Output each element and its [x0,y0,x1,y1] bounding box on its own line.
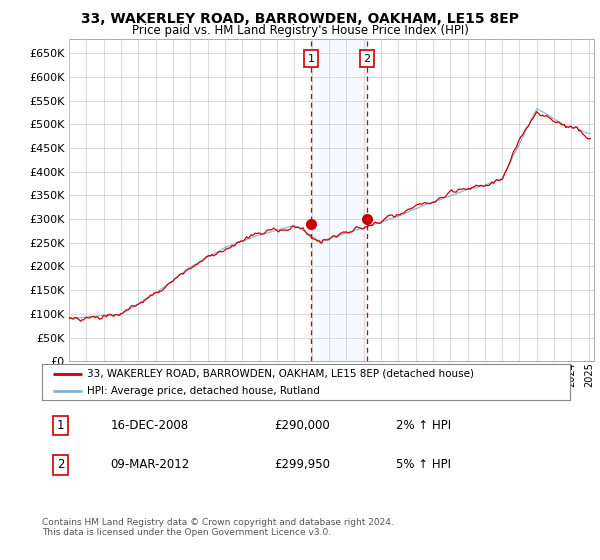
Text: 09-MAR-2012: 09-MAR-2012 [110,458,190,472]
Text: £290,000: £290,000 [274,419,330,432]
Text: Contains HM Land Registry data © Crown copyright and database right 2024.
This d: Contains HM Land Registry data © Crown c… [42,518,394,538]
Text: HPI: Average price, detached house, Rutland: HPI: Average price, detached house, Rutl… [87,386,320,396]
Text: 33, WAKERLEY ROAD, BARROWDEN, OAKHAM, LE15 8EP (detached house): 33, WAKERLEY ROAD, BARROWDEN, OAKHAM, LE… [87,369,474,379]
Text: 1: 1 [57,419,64,432]
Text: 2: 2 [57,458,64,472]
Text: 5% ↑ HPI: 5% ↑ HPI [396,458,451,472]
Text: 2: 2 [363,54,370,63]
Text: £299,950: £299,950 [274,458,331,472]
Text: 2% ↑ HPI: 2% ↑ HPI [396,419,451,432]
Text: 33, WAKERLEY ROAD, BARROWDEN, OAKHAM, LE15 8EP: 33, WAKERLEY ROAD, BARROWDEN, OAKHAM, LE… [81,12,519,26]
Text: 16-DEC-2008: 16-DEC-2008 [110,419,189,432]
Text: 1: 1 [307,54,314,63]
Bar [311,39,367,361]
Text: Price paid vs. HM Land Registry's House Price Index (HPI): Price paid vs. HM Land Registry's House … [131,24,469,36]
